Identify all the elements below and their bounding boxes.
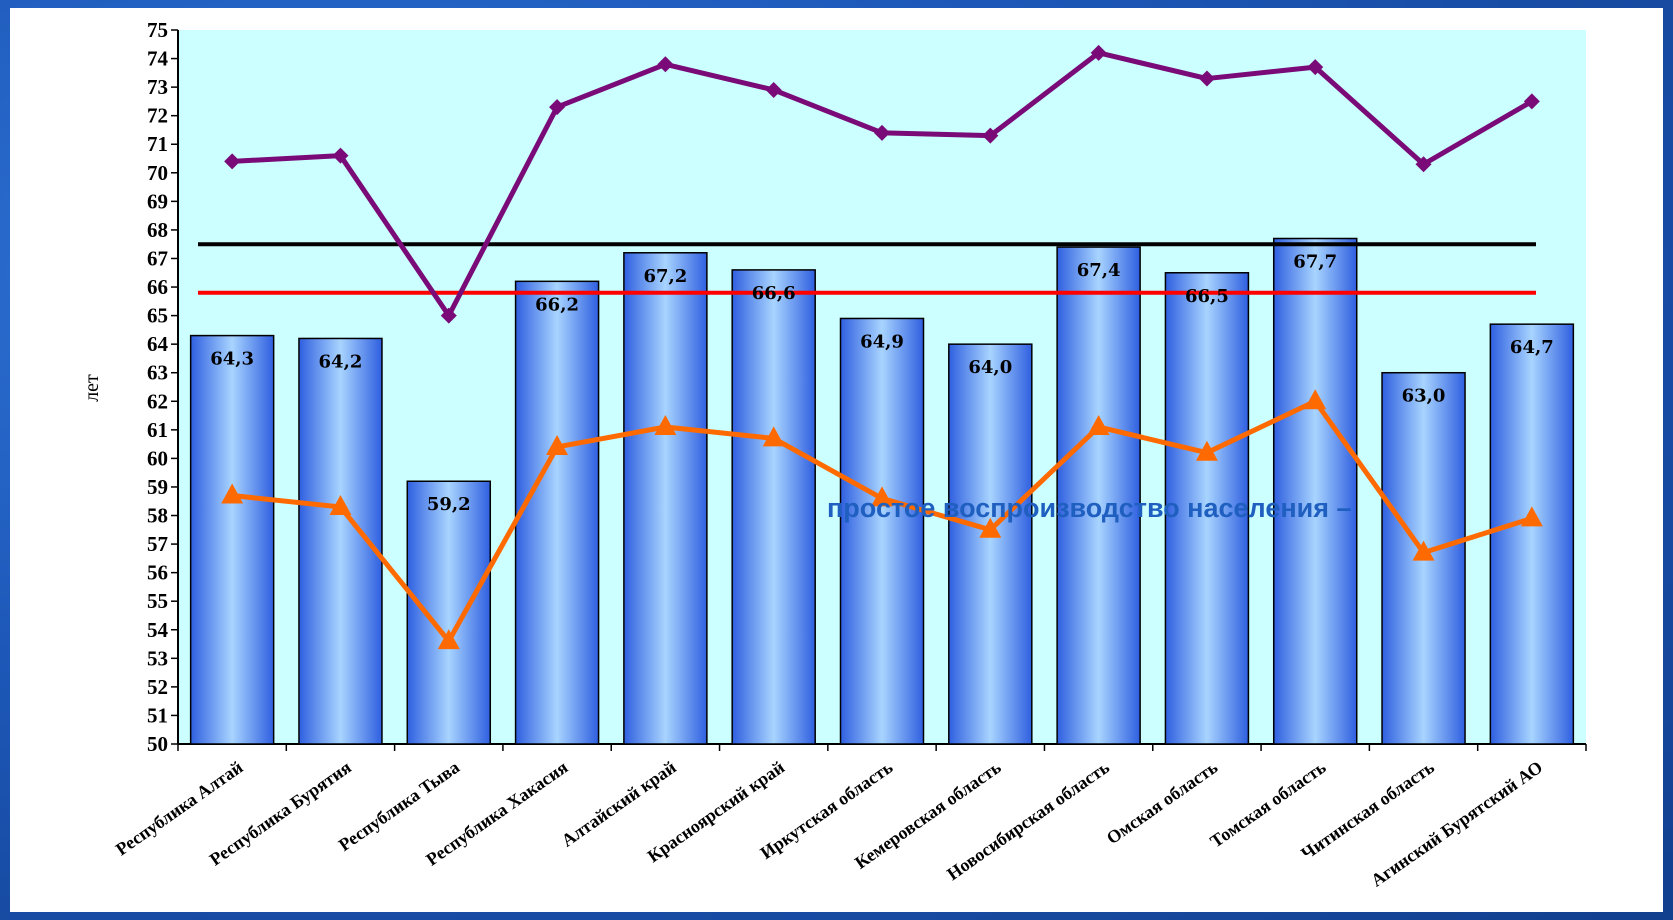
data-point-triangle — [546, 434, 569, 455]
data-point-triangle — [1304, 389, 1327, 410]
data-point-diamond — [1198, 70, 1215, 87]
y-tick-label: 70 — [147, 161, 168, 185]
data-point-diamond — [657, 56, 674, 73]
y-tick-label: 50 — [147, 732, 168, 756]
y-tick-label: 59 — [147, 475, 168, 499]
bar-value-label: 64,0 — [968, 357, 1012, 378]
data-point-diamond — [1090, 44, 1107, 61]
data-point-triangle — [979, 517, 1002, 538]
bar — [189, 334, 275, 745]
bar — [839, 317, 925, 745]
y-tick-label: 64 — [147, 332, 169, 356]
bar — [1056, 246, 1141, 745]
y-tick-label: 53 — [147, 646, 168, 670]
data-point-triangle — [1520, 506, 1543, 527]
data-point-diamond — [982, 127, 999, 144]
bar-value-label: 67,4 — [1077, 260, 1121, 281]
data-point-triangle — [1412, 540, 1435, 561]
bar — [1489, 323, 1575, 745]
bar-value-label: 66,6 — [752, 283, 796, 304]
y-tick-label: 73 — [147, 75, 168, 99]
bar-value-label: 64,2 — [319, 351, 363, 372]
data-point-triangle — [871, 486, 893, 507]
bar — [948, 343, 1033, 745]
y-tick-label: 74 — [147, 47, 169, 71]
data-point-triangle — [1087, 414, 1110, 435]
y-tick-label: 51 — [147, 703, 168, 727]
data-point-triangle — [762, 426, 785, 447]
bar-value-label: 67,7 — [1293, 251, 1337, 272]
data-point-triangle — [654, 414, 677, 435]
bar-value-label: 59,2 — [427, 494, 471, 515]
x-category-label: Агинский Бурятский АО — [1367, 757, 1546, 891]
data-point-triangle — [221, 483, 244, 504]
bar — [623, 252, 708, 745]
data-point-diamond — [1523, 93, 1540, 110]
data-point-diamond — [549, 99, 566, 116]
data-point-diamond — [224, 153, 241, 170]
y-tick-label: 66 — [147, 275, 168, 299]
bar-value-label: 66,5 — [1185, 286, 1229, 307]
y-tick-label: 72 — [147, 104, 168, 128]
y-tick-label: 56 — [147, 561, 168, 585]
y-tick-label: 71 — [147, 132, 168, 156]
bar-value-label: 67,2 — [643, 266, 687, 287]
y-tick-label: 57 — [147, 532, 168, 556]
data-point-diamond — [1415, 156, 1432, 173]
data-point-diamond — [332, 147, 349, 164]
bar — [1272, 237, 1358, 745]
bar-value-label: 63,0 — [1402, 386, 1446, 407]
bar — [406, 480, 492, 745]
x-category-label: Омская область — [1103, 757, 1222, 849]
y-axis-label: лет — [81, 374, 103, 402]
y-tick-label: 55 — [147, 589, 168, 613]
y-tick-label: 67 — [147, 246, 168, 270]
y-tick-label: 52 — [147, 675, 168, 699]
bar — [1164, 272, 1250, 745]
data-point-diamond — [765, 81, 782, 98]
data-point-triangle — [1195, 440, 1218, 461]
y-tick-label: 68 — [147, 218, 168, 242]
y-tick-label: 62 — [147, 389, 168, 413]
data-point-diamond — [1307, 59, 1324, 76]
bar-value-label: 64,9 — [860, 331, 904, 352]
data-point-triangle — [329, 494, 352, 515]
y-tick-label: 60 — [147, 446, 168, 470]
y-tick-label: 63 — [147, 361, 168, 385]
y-tick-label: 61 — [147, 418, 168, 442]
data-point-triangle — [437, 629, 460, 650]
y-tick-label: 58 — [147, 504, 168, 528]
data-point-diamond — [874, 124, 890, 141]
bar-value-label: 64,3 — [210, 349, 254, 370]
y-tick-label: 65 — [147, 304, 168, 328]
bar — [731, 269, 816, 745]
bar-value-label: 66,2 — [535, 294, 579, 315]
y-tick-label: 75 — [147, 18, 168, 42]
annotation-text: простое воспроизводство населения – — [827, 493, 1352, 523]
bar-value-label: 64,7 — [1510, 337, 1554, 358]
y-tick-label: 69 — [147, 189, 168, 213]
y-tick-label: 54 — [147, 618, 169, 642]
data-point-diamond — [440, 307, 457, 324]
bar — [514, 280, 600, 745]
